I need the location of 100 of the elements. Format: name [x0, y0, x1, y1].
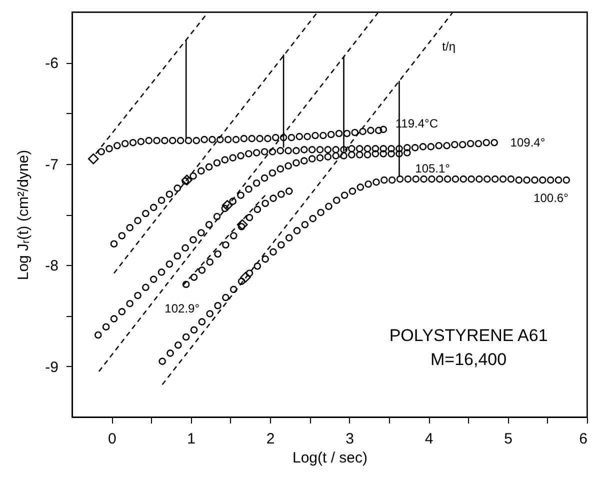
point: [316, 146, 324, 154]
point: [237, 192, 244, 199]
point: [316, 154, 324, 162]
point: [182, 333, 190, 341]
point: [272, 134, 280, 142]
point: [372, 150, 380, 158]
point: [198, 318, 206, 326]
point: [214, 250, 222, 258]
point: [348, 145, 356, 152]
point: [190, 236, 197, 244]
point: [367, 126, 374, 134]
annotation: 102.9°: [164, 301, 200, 316]
point: [380, 150, 388, 158]
point: [374, 126, 382, 134]
point: [197, 229, 205, 236]
point: [507, 175, 515, 183]
point: [106, 145, 113, 152]
point: [200, 136, 208, 144]
point: [260, 174, 268, 182]
point: [284, 162, 292, 170]
point: [380, 126, 388, 134]
point: [285, 188, 293, 195]
point: [538, 176, 546, 184]
x-tick-label: 4: [424, 430, 434, 448]
point: [208, 136, 216, 144]
point: [205, 163, 213, 171]
point: [317, 208, 324, 216]
point: [403, 144, 411, 152]
point: [427, 143, 435, 150]
point: [531, 176, 538, 184]
point: [412, 175, 420, 183]
point: [252, 149, 260, 156]
point: [280, 134, 288, 142]
y-tick-label: -6: [45, 55, 58, 72]
point: [309, 214, 317, 222]
point: [523, 176, 530, 184]
point: [213, 212, 221, 220]
point: [145, 136, 153, 144]
point: [332, 196, 340, 204]
point: [98, 148, 105, 156]
point: [325, 202, 332, 210]
point: [380, 176, 388, 184]
annotation: 105.1°: [415, 162, 450, 176]
point: [476, 175, 483, 183]
point: [158, 358, 166, 365]
point: [276, 165, 284, 173]
y-axis-title: Log Jᵣ(t) (cm²/dyne): [15, 150, 32, 280]
point: [213, 159, 221, 167]
point: [192, 136, 200, 144]
point: [364, 151, 372, 158]
point: [468, 175, 475, 183]
point: [222, 200, 233, 211]
point: [174, 184, 182, 192]
point: [240, 134, 248, 142]
x-tick-label: 5: [504, 430, 512, 448]
y-tick-label: -8: [45, 258, 58, 275]
point: [278, 190, 285, 198]
point: [246, 214, 254, 222]
point: [142, 284, 150, 292]
point: [137, 138, 145, 146]
point: [197, 167, 205, 175]
point: [359, 128, 366, 136]
point: [388, 145, 395, 152]
point: [110, 240, 118, 248]
point: [118, 308, 126, 316]
point: [229, 154, 236, 162]
point: [248, 134, 256, 142]
point: [278, 241, 285, 249]
point: [161, 136, 168, 144]
point: [419, 143, 427, 150]
x-tick-label: 6: [579, 430, 588, 448]
point: [403, 149, 411, 156]
y-tick-label: -9: [45, 358, 58, 376]
point: [482, 138, 490, 146]
point: [142, 210, 150, 218]
point: [150, 276, 158, 283]
point: [324, 146, 332, 154]
point: [420, 175, 428, 183]
point: [554, 176, 562, 184]
point: [88, 153, 99, 164]
point: [388, 150, 395, 158]
point: [293, 227, 301, 234]
point: [451, 140, 458, 148]
point: [129, 138, 137, 146]
point: [134, 292, 142, 300]
point: [94, 331, 102, 339]
annotation: t/η: [442, 39, 456, 54]
point: [388, 176, 396, 184]
x-tick-label: 1: [187, 430, 196, 448]
point: [460, 175, 468, 183]
x-axis-title: Log(t / sec): [292, 450, 368, 466]
point: [396, 145, 403, 152]
point: [436, 175, 444, 183]
point: [236, 219, 248, 230]
point: [411, 144, 419, 152]
point: [166, 190, 174, 198]
x-tick-label: 0: [108, 430, 116, 448]
point: [245, 150, 252, 158]
point: [181, 174, 192, 186]
point: [268, 148, 276, 156]
